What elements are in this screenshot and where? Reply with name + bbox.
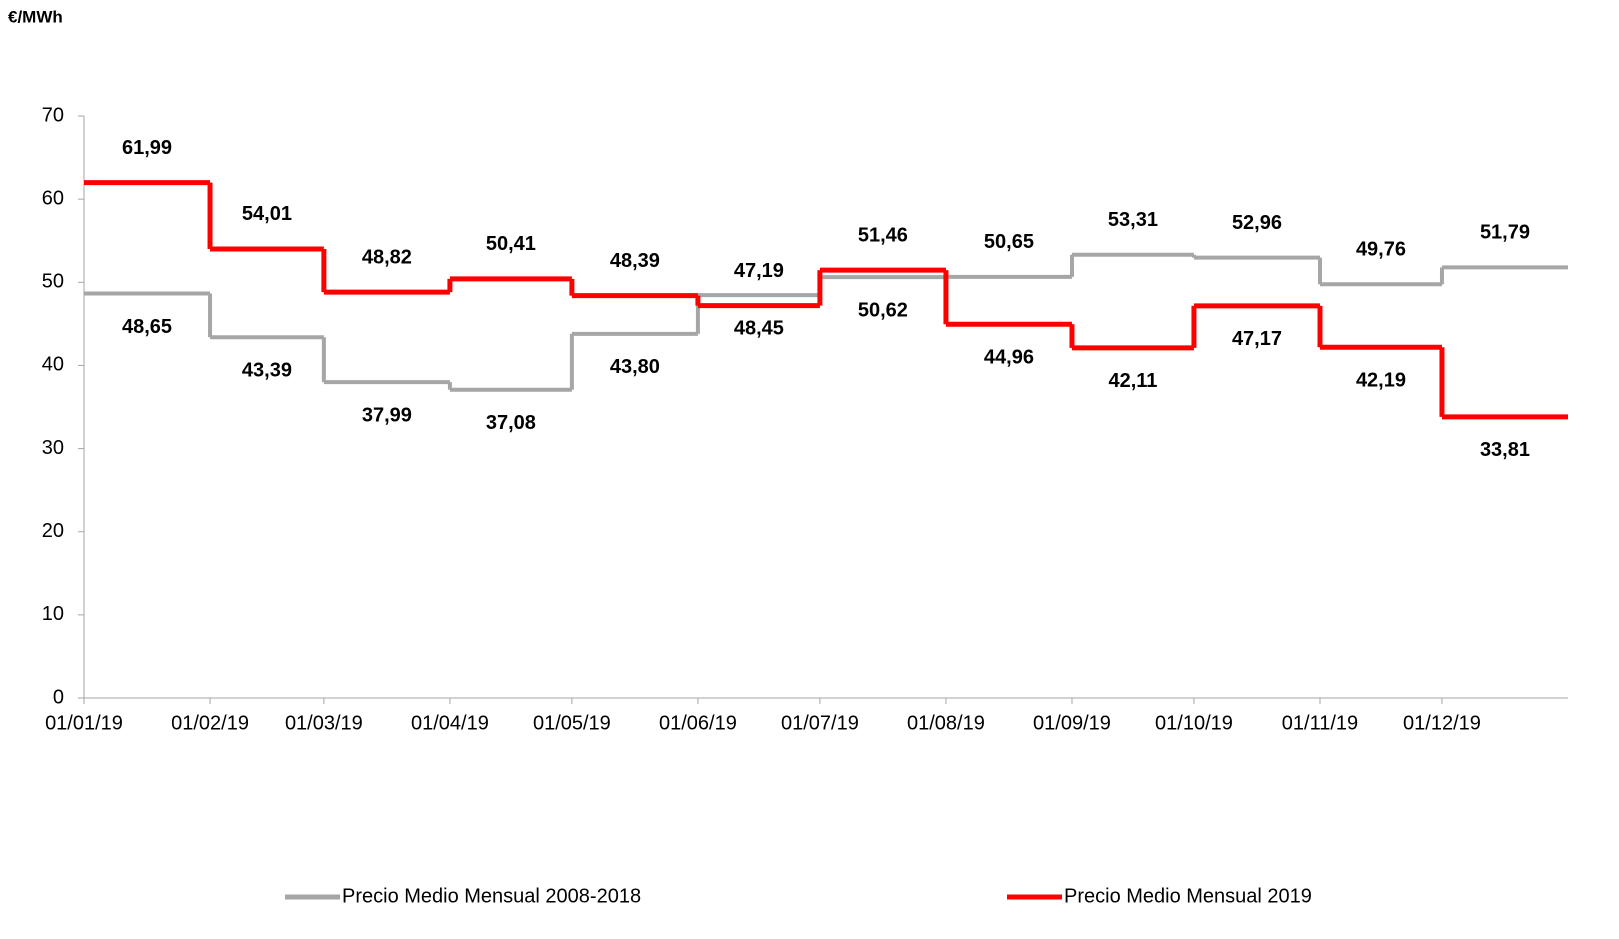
value-label: 50,41 bbox=[486, 233, 536, 255]
y-tick-label: 0 bbox=[53, 686, 64, 708]
x-tick-label: 01/08/19 bbox=[907, 712, 985, 734]
value-label: 42,11 bbox=[1108, 370, 1157, 392]
y-tick-label: 50 bbox=[42, 271, 64, 293]
value-label: 51,46 bbox=[858, 224, 908, 246]
value-label: 33,81 bbox=[1480, 439, 1530, 461]
value-label: 48,45 bbox=[734, 317, 784, 339]
x-tick-label: 01/10/19 bbox=[1155, 712, 1233, 734]
y-tick-label: 60 bbox=[42, 187, 64, 209]
x-tick-label: 01/05/19 bbox=[533, 712, 611, 734]
value-label: 50,62 bbox=[858, 299, 908, 321]
series bbox=[84, 252, 1568, 392]
value-label: 49,76 bbox=[1356, 239, 1406, 261]
value-label: 52,96 bbox=[1232, 212, 1282, 234]
y-tick-label: 30 bbox=[42, 437, 64, 459]
value-label: 47,17 bbox=[1232, 328, 1282, 350]
value-label: 44,96 bbox=[984, 346, 1034, 368]
y-axis-label: €/MWh bbox=[8, 7, 63, 26]
x-tick-label: 01/12/19 bbox=[1403, 712, 1481, 734]
x-tick-label: 01/11/19 bbox=[1282, 712, 1358, 734]
x-tick-label: 01/06/19 bbox=[659, 712, 737, 734]
x-tick-label: 01/07/19 bbox=[781, 712, 859, 734]
value-label: 53,31 bbox=[1108, 209, 1158, 231]
value-label: 42,19 bbox=[1356, 370, 1406, 392]
series bbox=[84, 180, 1568, 420]
x-tick-label: 01/02/19 bbox=[171, 712, 249, 734]
value-label: 48,82 bbox=[362, 246, 412, 268]
x-tick-label: 01/09/19 bbox=[1033, 712, 1111, 734]
x-tick-label: 01/04/19 bbox=[411, 712, 489, 734]
value-label: 43,39 bbox=[242, 360, 292, 382]
y-tick-label: 20 bbox=[42, 520, 64, 542]
y-tick-label: 40 bbox=[42, 354, 64, 376]
y-tick-label: 70 bbox=[42, 104, 64, 126]
value-label: 37,99 bbox=[362, 404, 412, 426]
value-label: 47,19 bbox=[734, 260, 784, 282]
value-label: 61,99 bbox=[122, 137, 172, 159]
x-tick-label: 01/03/19 bbox=[285, 712, 363, 734]
value-label: 51,79 bbox=[1480, 222, 1530, 244]
value-label: 48,39 bbox=[610, 250, 660, 272]
value-label: 48,65 bbox=[122, 316, 172, 338]
x-tick-label: 01/01/19 bbox=[45, 712, 123, 734]
legend-label: Precio Medio Mensual 2019 bbox=[1064, 885, 1312, 907]
y-tick-label: 10 bbox=[42, 603, 64, 625]
value-label: 37,08 bbox=[486, 412, 536, 434]
legend-label: Precio Medio Mensual 2008-2018 bbox=[342, 885, 641, 907]
value-label: 54,01 bbox=[242, 203, 292, 225]
value-label: 43,80 bbox=[610, 356, 660, 378]
value-label: 50,65 bbox=[984, 231, 1034, 253]
